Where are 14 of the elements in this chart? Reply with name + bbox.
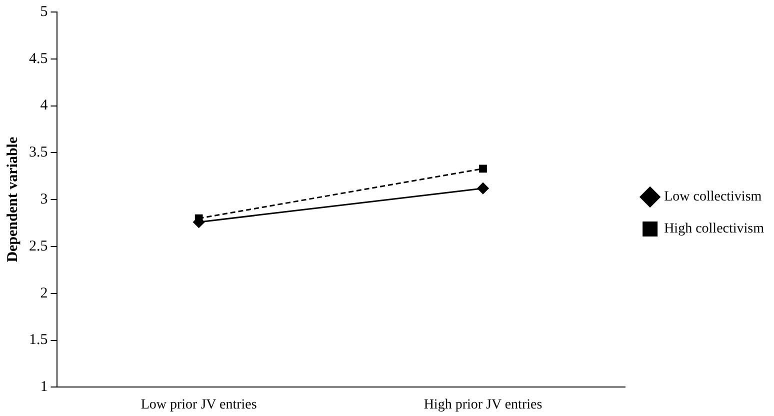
- y-axis-title: Dependent variable: [4, 136, 21, 262]
- y-tick-label: 4: [40, 98, 48, 114]
- y-tick-label: 4.5: [29, 50, 48, 67]
- legend-label: High collectivism: [664, 222, 764, 237]
- y-tick-label: 3: [40, 192, 48, 208]
- y-tick-label: 5: [40, 4, 48, 20]
- legend-label: Low collectivism: [664, 190, 762, 205]
- y-tick-label: 2.5: [29, 238, 48, 254]
- x-tick-label: Low prior JV entries: [140, 397, 257, 412]
- y-tick-label: 1.5: [29, 332, 48, 348]
- y-tick-label: 3.5: [29, 144, 48, 161]
- y-tick-label: 1: [40, 379, 48, 396]
- x-tick-label: High prior JV entries: [424, 397, 542, 412]
- y-tick-label: 2: [40, 285, 48, 302]
